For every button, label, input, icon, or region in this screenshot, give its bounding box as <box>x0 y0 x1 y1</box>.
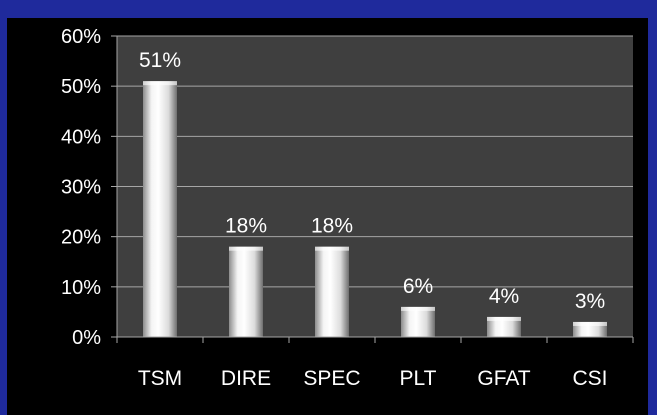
bar-gfat <box>487 316 521 337</box>
category-label-tsm: TSM <box>138 367 182 390</box>
bar-plt <box>401 306 435 337</box>
x-axis <box>116 336 634 343</box>
bars <box>143 81 607 338</box>
y-tick-label: 10% <box>61 277 101 299</box>
bar-cap <box>573 321 607 326</box>
data-label-csi: 3% <box>575 290 605 313</box>
bar-spec <box>315 246 349 337</box>
data-label-spec: 18% <box>311 215 353 238</box>
category-label-csi: CSI <box>572 367 607 390</box>
data-label-tsm: 51% <box>139 49 181 72</box>
y-tick-label: 0% <box>72 327 101 349</box>
y-tick-label: 40% <box>61 126 101 148</box>
data-label-gfat: 4% <box>489 285 519 308</box>
y-tick-label: 20% <box>61 227 101 249</box>
bar-cap <box>143 81 177 86</box>
bar-dire <box>229 246 263 337</box>
y-tick-label: 50% <box>61 76 101 98</box>
y-axis-labels: 0% 10% 20% 30% 40% 50% 60% <box>61 26 101 349</box>
bar-cap <box>487 316 521 321</box>
bar-cap <box>401 306 435 311</box>
category-label-dire: DIRE <box>221 367 271 390</box>
data-label-dire: 18% <box>225 215 267 238</box>
data-labels: 51% 18% 18% 6% 4% 3% <box>139 49 605 313</box>
category-label-plt: PLT <box>400 367 437 390</box>
category-label-spec: SPEC <box>303 367 360 390</box>
y-tick-label: 60% <box>61 26 101 48</box>
data-label-plt: 6% <box>403 275 433 298</box>
gridlines <box>117 35 633 288</box>
y-tick-label: 30% <box>61 177 101 199</box>
bar-cap <box>315 246 349 251</box>
category-label-gfat: GFAT <box>477 367 530 390</box>
y-axis-ticks <box>111 35 118 338</box>
x-axis-labels: TSM DIRE SPEC PLT GFAT CSI <box>138 367 608 390</box>
bar-tsm <box>143 81 177 338</box>
bar-cap <box>229 246 263 251</box>
